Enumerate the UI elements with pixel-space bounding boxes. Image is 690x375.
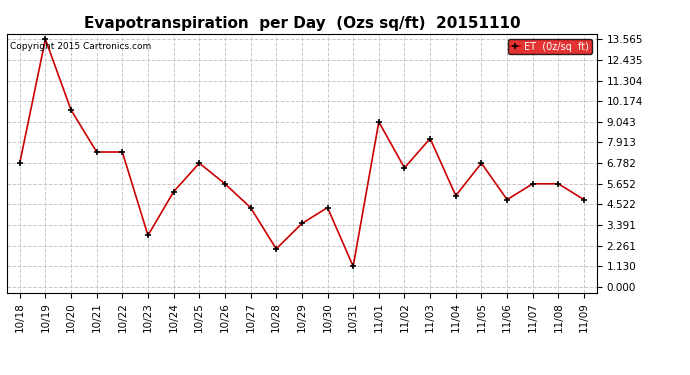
ET  (0z/sq  ft) xyxy=(298,221,306,226)
ET  (0z/sq  ft) xyxy=(529,182,537,186)
ET  (0z/sq  ft) xyxy=(375,120,383,124)
ET  (0z/sq  ft) xyxy=(426,136,434,141)
Text: Copyright 2015 Cartronics.com: Copyright 2015 Cartronics.com xyxy=(10,42,151,51)
ET  (0z/sq  ft) xyxy=(400,166,408,170)
ET  (0z/sq  ft) xyxy=(195,161,204,165)
ET  (0z/sq  ft) xyxy=(92,150,101,154)
ET  (0z/sq  ft) xyxy=(272,247,280,251)
ET  (0z/sq  ft) xyxy=(324,206,332,210)
ET  (0z/sq  ft) xyxy=(554,182,562,186)
ET  (0z/sq  ft) xyxy=(452,194,460,198)
ET  (0z/sq  ft) xyxy=(246,206,255,210)
ET  (0z/sq  ft) xyxy=(580,197,588,202)
Line: ET  (0z/sq  ft): ET (0z/sq ft) xyxy=(17,36,587,270)
ET  (0z/sq  ft) xyxy=(67,108,75,112)
ET  (0z/sq  ft) xyxy=(144,233,152,238)
ET  (0z/sq  ft) xyxy=(170,189,178,194)
ET  (0z/sq  ft) xyxy=(16,161,24,165)
ET  (0z/sq  ft) xyxy=(118,150,126,154)
ET  (0z/sq  ft) xyxy=(477,161,486,165)
Title: Evapotranspiration  per Day  (Ozs sq/ft)  20151110: Evapotranspiration per Day (Ozs sq/ft) 2… xyxy=(83,16,520,31)
ET  (0z/sq  ft) xyxy=(349,264,357,268)
ET  (0z/sq  ft) xyxy=(503,197,511,202)
Legend: ET  (0z/sq  ft): ET (0z/sq ft) xyxy=(508,39,592,54)
ET  (0z/sq  ft) xyxy=(41,37,50,42)
ET  (0z/sq  ft) xyxy=(221,182,229,186)
